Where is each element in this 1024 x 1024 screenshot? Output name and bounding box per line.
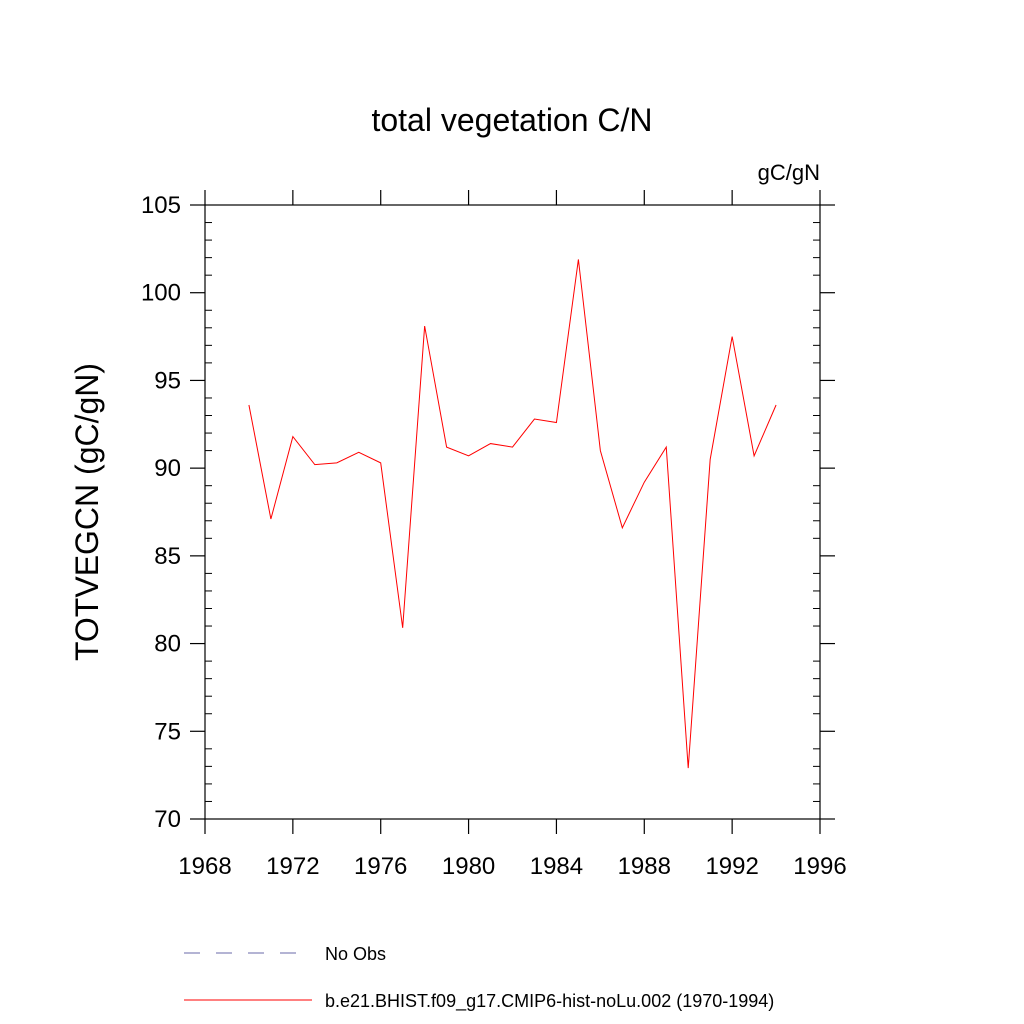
data-point xyxy=(599,449,602,452)
y-tick-label: 100 xyxy=(141,280,181,307)
y-tick-label: 70 xyxy=(154,806,181,833)
data-point xyxy=(335,461,338,464)
x-tick-label: 1972 xyxy=(266,853,319,880)
y-tick-label: 75 xyxy=(154,718,181,745)
y-tick-label: 95 xyxy=(154,367,181,394)
legend: No Obs b.e21.BHIST.f09_g17.CMIP6-hist-noL… xyxy=(184,944,774,1012)
data-point xyxy=(665,446,668,449)
plot-frame xyxy=(204,204,821,820)
x-tick-label: 1988 xyxy=(618,853,671,880)
data-point xyxy=(445,446,448,449)
data-point xyxy=(379,461,382,464)
x-tick-label: 1984 xyxy=(530,853,583,880)
data-point xyxy=(621,526,624,529)
data-point xyxy=(775,403,778,406)
x-tick-label: 1976 xyxy=(354,853,407,880)
data-point xyxy=(731,335,734,338)
data-point xyxy=(247,403,250,406)
data-point xyxy=(709,458,712,461)
data-point xyxy=(467,454,470,457)
data-point xyxy=(423,325,426,328)
data-point xyxy=(753,454,756,457)
y-tick-label: 105 xyxy=(141,192,181,219)
data-point xyxy=(313,463,316,466)
data-point xyxy=(643,481,646,484)
x-tick-label: 1996 xyxy=(793,853,846,880)
chart-title: total vegetation C/N xyxy=(371,102,652,138)
data-point xyxy=(269,518,272,521)
x-tick-label: 1980 xyxy=(442,853,495,880)
series-line xyxy=(248,259,777,769)
data-point xyxy=(489,442,492,445)
data-point xyxy=(291,435,294,438)
data-point xyxy=(511,446,514,449)
data-point xyxy=(533,418,536,421)
legend-label: No Obs xyxy=(325,944,386,964)
plot-area: 70 75 80 85 90 95 100 105 1968 1972 1976 1980 1984 19… xyxy=(141,190,847,880)
data-point xyxy=(357,451,360,454)
legend-label: b.e21.BHIST.f09_g17.CMIP6-hist-noLu.002 … xyxy=(325,991,774,1012)
data-point xyxy=(577,258,580,261)
x-tick-label: 1992 xyxy=(705,853,758,880)
y-tick-label: 90 xyxy=(154,455,181,482)
y-tick-label: 80 xyxy=(154,631,181,658)
y-tick-label: 85 xyxy=(154,543,181,570)
data-point xyxy=(687,767,690,770)
data-point xyxy=(555,421,558,424)
data-point xyxy=(401,626,404,629)
x-tick-label: 1968 xyxy=(178,853,231,880)
units-label: gC/gN xyxy=(758,160,820,185)
y-axis-label: TOTVEGCN (gC/gN) xyxy=(69,363,105,661)
